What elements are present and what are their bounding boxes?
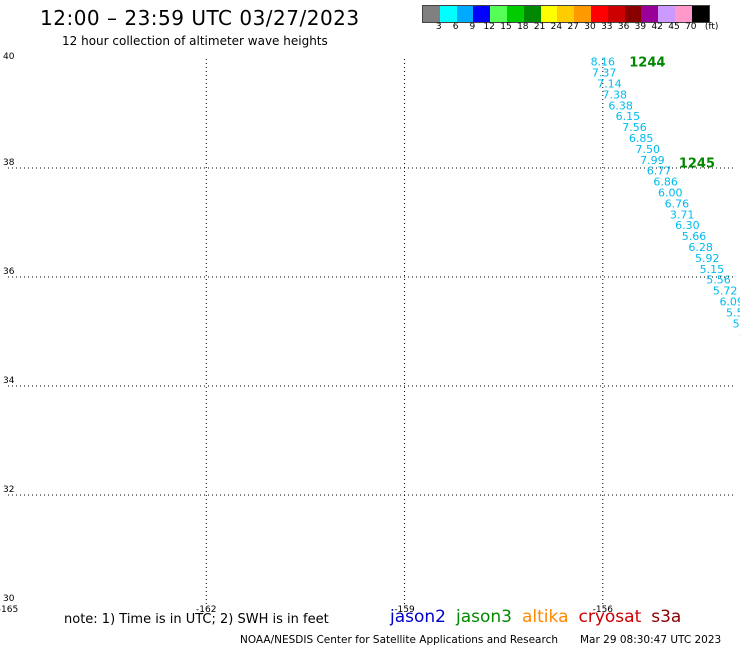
swh-data-label: 5.66 bbox=[682, 230, 707, 243]
color-legend-label: 24 bbox=[550, 22, 563, 32]
swh-data-label: 7.56 bbox=[622, 121, 647, 134]
swh-data-label: 6.76 bbox=[665, 197, 690, 210]
color-legend-label: 18 bbox=[517, 22, 529, 32]
swh-data-label: 7.99 bbox=[640, 154, 665, 167]
color-swatch bbox=[691, 6, 709, 22]
color-swatch bbox=[674, 6, 692, 22]
color-legend-label: 15 bbox=[500, 22, 512, 32]
color-legend-bar bbox=[422, 5, 710, 23]
swh-data-label: 6.09 bbox=[719, 296, 740, 309]
chart-subtitle: 12 hour collection of altimeter wave hei… bbox=[62, 34, 328, 48]
color-swatch bbox=[590, 6, 608, 22]
color-legend-label: 30 bbox=[584, 22, 596, 32]
color-swatch bbox=[456, 6, 474, 22]
satellite-legend-item: jason2 bbox=[390, 607, 446, 627]
swh-data-label: 7.37 bbox=[592, 67, 617, 80]
color-legend-label: 6 bbox=[452, 22, 459, 32]
y-tick-label: 40 bbox=[3, 52, 15, 62]
color-legend-label: 3 bbox=[435, 22, 442, 32]
color-legend-label: 39 bbox=[634, 22, 647, 32]
color-legend-label: 21 bbox=[533, 22, 546, 32]
footer-credit: NOAA/NESDIS Center for Satellite Applica… bbox=[240, 634, 721, 646]
color-swatch bbox=[423, 6, 440, 22]
y-tick-label: 38 bbox=[3, 158, 15, 168]
y-tick-label: 32 bbox=[3, 485, 14, 495]
satellite-legend-item: altika bbox=[522, 607, 569, 627]
swh-data-label: 7.50 bbox=[636, 143, 661, 156]
swh-data-label: 3.71 bbox=[670, 208, 695, 221]
color-swatch bbox=[607, 6, 625, 22]
y-tick-label: 36 bbox=[3, 267, 15, 277]
color-legend-labels: 3 6 9 12 15 18 21 24 27 30 33 36 39 42 45 70 (ft) bbox=[422, 22, 740, 34]
track-number-label: 1245 bbox=[679, 157, 715, 172]
swh-data-label: 6.30 bbox=[675, 219, 700, 232]
swh-data-label: 6.77 bbox=[647, 165, 672, 178]
track-number-label: 1244 bbox=[629, 56, 665, 71]
swh-data-label: 5.92 bbox=[695, 252, 720, 265]
satellite-legend-item: s3a bbox=[651, 607, 682, 627]
swh-data-label: 5.67 bbox=[733, 317, 740, 330]
color-swatch bbox=[540, 6, 558, 22]
swh-data-label: 6.86 bbox=[653, 176, 678, 189]
color-swatch bbox=[506, 6, 524, 22]
swh-data-label: 6.85 bbox=[629, 132, 654, 145]
chart-title: 12:00 – 23:59 UTC 03/27/2023 bbox=[40, 6, 360, 30]
color-swatch bbox=[658, 6, 675, 22]
color-swatch bbox=[490, 6, 507, 22]
swh-data-label: 5.59 bbox=[726, 306, 740, 319]
color-swatch bbox=[439, 6, 457, 22]
color-swatch bbox=[574, 6, 591, 22]
color-swatch bbox=[624, 6, 642, 22]
color-legend-label: (ft) bbox=[704, 22, 719, 32]
satellite-legend-item: cryosat bbox=[578, 607, 642, 627]
swh-data-label: 6.38 bbox=[608, 99, 633, 112]
satellite-legend-item: jason3 bbox=[456, 607, 512, 627]
color-legend-label: 42 bbox=[651, 22, 663, 32]
x-tick-label: -165 bbox=[0, 605, 18, 615]
color-swatch bbox=[523, 6, 541, 22]
swh-data-label: 7.14 bbox=[597, 78, 622, 91]
footer-note: note: 1) Time is in UTC; 2) SWH is in fe… bbox=[64, 612, 329, 627]
swh-data-label: 6.28 bbox=[688, 241, 713, 254]
credit-text: NOAA/NESDIS Center for Satellite Applica… bbox=[240, 634, 558, 646]
swh-data-label: 8.16 bbox=[591, 56, 616, 69]
color-swatch bbox=[641, 6, 659, 22]
swh-data-label: 5.56 bbox=[706, 274, 731, 287]
color-legend-label: 27 bbox=[567, 22, 579, 32]
color-legend-label: 36 bbox=[617, 22, 630, 32]
y-tick-label: 30 bbox=[3, 594, 15, 604]
swh-data-label: 6.15 bbox=[616, 110, 641, 123]
satellite-legend: jason2 jason3 altika cryosat s3a bbox=[390, 607, 691, 627]
color-legend-label: 33 bbox=[601, 22, 613, 32]
color-swatch bbox=[557, 6, 575, 22]
y-tick-label: 34 bbox=[3, 376, 15, 386]
swh-data-label: 7.38 bbox=[602, 88, 627, 101]
swh-data-label: 5.15 bbox=[700, 263, 725, 276]
x-tick-label: -162 bbox=[196, 605, 216, 615]
color-legend-label: 70 bbox=[685, 22, 697, 32]
color-legend-label: 9 bbox=[469, 22, 476, 32]
x-tick-label: -156 bbox=[593, 605, 614, 615]
color-swatch bbox=[473, 6, 491, 22]
x-tick-label: -159 bbox=[394, 605, 415, 615]
swh-data-label: 5.72 bbox=[713, 285, 738, 298]
color-legend-label: 45 bbox=[668, 22, 680, 32]
generated-timestamp: Mar 29 08:30:47 UTC 2023 bbox=[580, 634, 722, 646]
color-legend-label: 12 bbox=[483, 22, 495, 32]
swh-data-label: 6.00 bbox=[658, 187, 683, 200]
